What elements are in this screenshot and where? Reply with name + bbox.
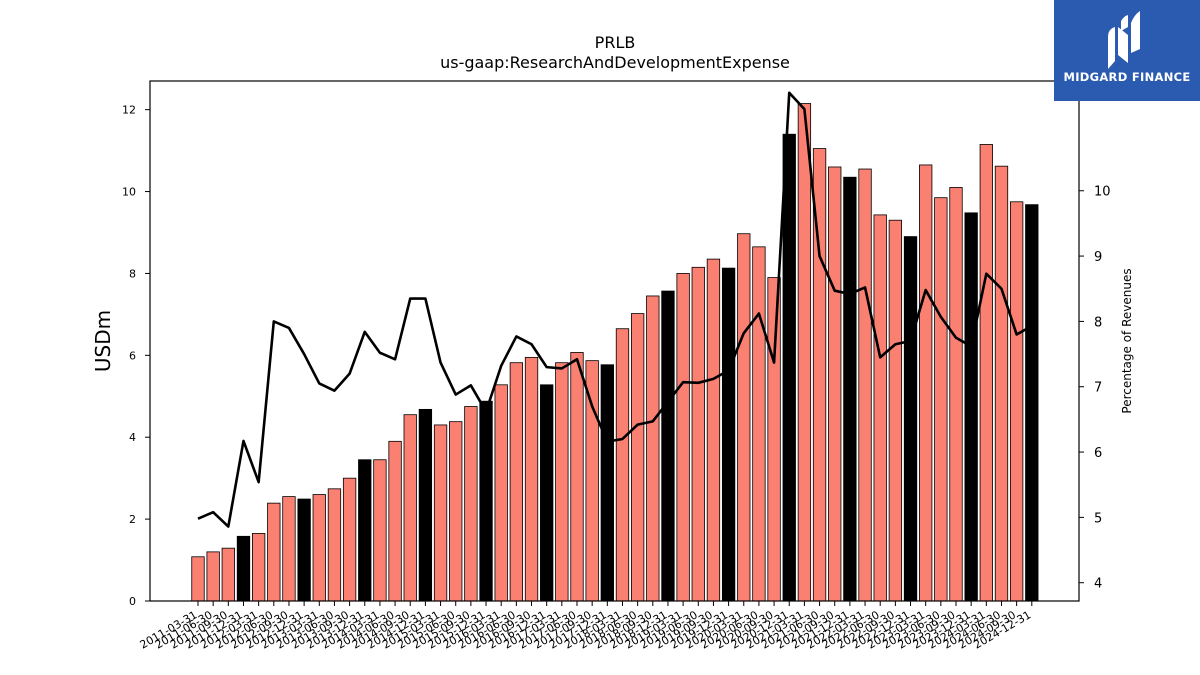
- bar: [630, 313, 645, 602]
- y2-tick-label: 5: [1094, 511, 1102, 526]
- bar: [964, 212, 978, 602]
- bar: [479, 400, 493, 602]
- bar: [737, 233, 751, 602]
- bar: [524, 356, 539, 602]
- y2-tick-label: 9: [1094, 250, 1102, 265]
- bar: [903, 236, 918, 602]
- bar: [767, 277, 781, 602]
- bar: [570, 352, 584, 602]
- y2-axis-label: Percentage of Revenues: [1120, 268, 1134, 413]
- bar: [646, 295, 660, 602]
- bar: [676, 273, 690, 602]
- y-tick-label: 12: [122, 104, 136, 117]
- bar: [236, 535, 251, 602]
- bar: [494, 384, 508, 602]
- y2-tick-label: 10: [1094, 185, 1111, 200]
- bar: [615, 328, 630, 602]
- bar: [600, 364, 614, 602]
- plot-frame: [149, 80, 1080, 602]
- series-line: [197, 91, 1033, 528]
- bar: [1025, 204, 1039, 602]
- bar: [418, 408, 433, 602]
- line-group: [197, 91, 1033, 528]
- bar: [282, 496, 296, 602]
- y-tick-label: 8: [129, 267, 136, 280]
- y2-tick-label: 4: [1094, 577, 1102, 592]
- bar: [464, 406, 478, 602]
- bar: [342, 477, 357, 602]
- brand-logo-icon: [1108, 11, 1140, 69]
- y-tick-label: 10: [122, 186, 136, 199]
- bar: [919, 164, 933, 602]
- bar: [540, 384, 554, 602]
- bar: [949, 187, 963, 602]
- y2-tick-label: 8: [1094, 315, 1102, 330]
- bar: [433, 424, 448, 602]
- bar: [843, 176, 857, 602]
- bar: [206, 551, 220, 602]
- y-tick-label: 0: [129, 595, 136, 608]
- bar: [706, 258, 721, 602]
- bar: [888, 219, 903, 602]
- bar: [1009, 201, 1024, 602]
- y-axis: 0 2 4 6 8 10 12: [122, 104, 150, 608]
- bar: [251, 533, 266, 602]
- y-tick-label: 4: [129, 431, 136, 444]
- bar: [388, 440, 402, 602]
- bar: [312, 494, 326, 602]
- brand-logo-box: MIDGARD FINANCE: [1054, 0, 1200, 101]
- bar: [373, 459, 387, 602]
- bar: [828, 166, 842, 602]
- y-tick-label: 2: [129, 513, 136, 526]
- bar: [509, 362, 524, 602]
- bar: [555, 362, 569, 602]
- y-tick-label: 6: [129, 349, 136, 362]
- bar: [691, 266, 705, 602]
- y2-tick-label: 6: [1094, 446, 1102, 461]
- bar: [782, 133, 796, 602]
- bar: [858, 168, 872, 602]
- bar: [934, 197, 948, 602]
- bar: [403, 414, 417, 602]
- bar: [661, 290, 675, 602]
- bar: [994, 165, 1009, 602]
- bar: [752, 246, 766, 602]
- x-axis: 2011-03-312011-06-302011-09-302011-12-31…: [138, 601, 1033, 652]
- y2-tick-label: 7: [1094, 381, 1102, 396]
- bar: [327, 488, 342, 602]
- bar: [221, 547, 235, 602]
- bars-group: [191, 103, 1039, 602]
- bar: [297, 498, 311, 602]
- bar: [721, 267, 736, 602]
- y-axis-label: USDm: [91, 310, 115, 372]
- brand-name: MIDGARD FINANCE: [1063, 70, 1191, 84]
- bar: [358, 459, 372, 602]
- y2-axis: 4 5 6 7 8 9 10: [1079, 185, 1111, 592]
- chart-subtitle: us-gaap:ResearchAndDevelopmentExpense: [440, 53, 790, 72]
- chart-title: PRLB: [595, 33, 636, 52]
- bar: [267, 502, 281, 602]
- bar: [979, 144, 993, 602]
- bar: [797, 103, 812, 602]
- bar: [873, 214, 887, 602]
- bar: [191, 556, 205, 602]
- bar: [449, 421, 463, 602]
